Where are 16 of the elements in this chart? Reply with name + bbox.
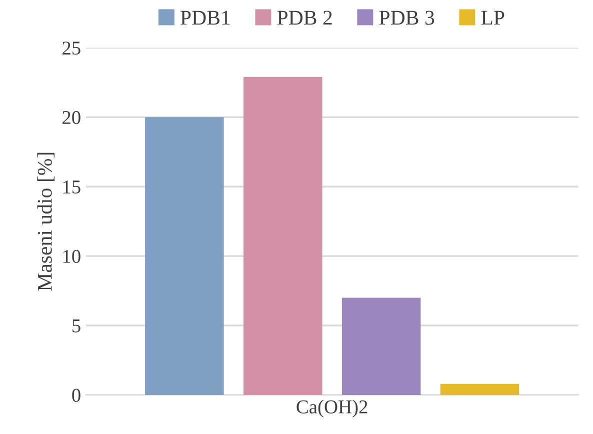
bar — [145, 117, 224, 395]
y-tick-label: 10 — [63, 250, 80, 263]
y-axis-title: Maseni udio [%] — [37, 152, 54, 291]
bar — [342, 298, 421, 395]
bar — [440, 384, 520, 395]
legend-label: PDB 3 — [379, 10, 434, 25]
legend-label: PDB1 — [180, 10, 230, 25]
y-tick-label: 25 — [62, 42, 80, 55]
bar — [243, 76, 322, 395]
y-tick-label: 20 — [62, 110, 80, 124]
y-tick-label: 15 — [63, 180, 80, 194]
y-tick-label: 5 — [72, 320, 80, 332]
y-tick-label: 0 — [72, 388, 80, 402]
legend-label: PDB 2 — [277, 10, 332, 25]
legend-label: LP — [481, 10, 504, 25]
x-tick-label: Ca(OH)2 — [296, 400, 368, 418]
